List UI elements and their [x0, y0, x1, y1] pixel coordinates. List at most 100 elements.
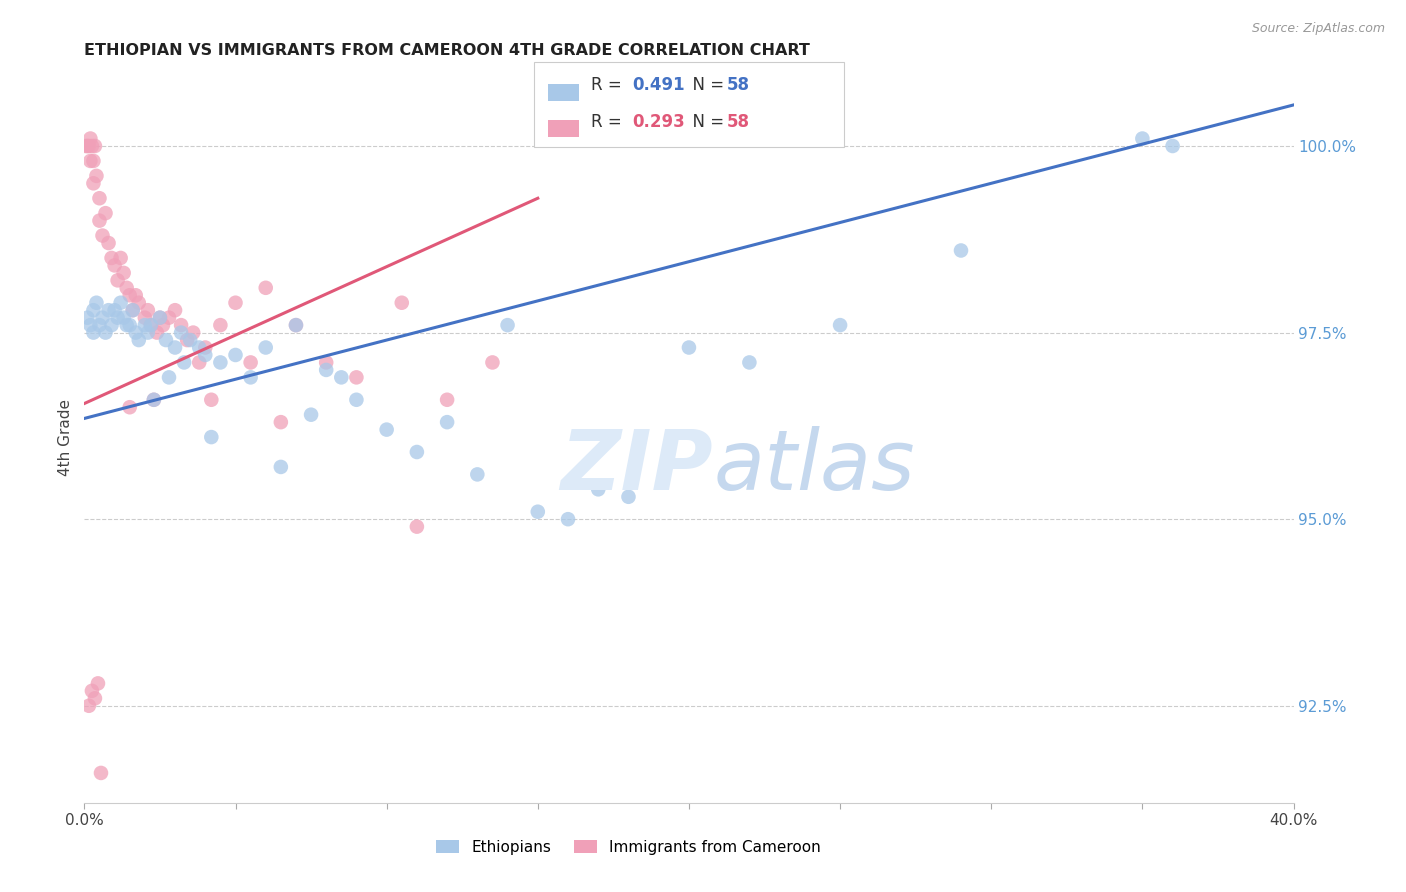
Point — [738, 355, 761, 369]
Point — [110, 295, 132, 310]
Text: 0.491: 0.491 — [633, 77, 685, 95]
Text: ZIP: ZIP — [561, 425, 713, 507]
Point — [149, 310, 172, 325]
Point — [94, 326, 117, 340]
Text: N =: N = — [682, 77, 730, 95]
Point — [179, 333, 201, 347]
Point — [1132, 131, 1154, 145]
Point — [299, 408, 322, 422]
Point — [107, 310, 129, 325]
Point — [121, 303, 143, 318]
Point — [104, 259, 127, 273]
Point — [225, 348, 247, 362]
Point — [239, 355, 262, 369]
Point — [118, 318, 141, 332]
Point — [112, 310, 135, 325]
Point — [121, 303, 143, 318]
Point — [330, 370, 353, 384]
Text: 58: 58 — [727, 77, 749, 95]
Point — [406, 519, 429, 533]
Point — [125, 288, 148, 302]
Point — [112, 266, 135, 280]
Point — [110, 251, 132, 265]
Point — [157, 370, 180, 384]
Y-axis label: 4th Grade: 4th Grade — [58, 399, 73, 475]
Point — [188, 355, 211, 369]
Point — [830, 318, 852, 332]
Point — [165, 341, 187, 355]
Point — [77, 139, 100, 153]
Legend: Ethiopians, Immigrants from Cameroon: Ethiopians, Immigrants from Cameroon — [430, 834, 827, 861]
Point — [87, 676, 110, 690]
Point — [89, 191, 111, 205]
Point — [496, 318, 519, 332]
Point — [557, 512, 579, 526]
Point — [176, 333, 198, 347]
Point — [91, 310, 114, 325]
Point — [588, 483, 610, 497]
Point — [270, 459, 292, 474]
Point — [375, 423, 398, 437]
Point — [436, 392, 458, 407]
Point — [200, 392, 222, 407]
Point — [91, 228, 114, 243]
Point — [285, 318, 308, 332]
Point — [254, 281, 277, 295]
Point — [1161, 139, 1184, 153]
Point — [142, 392, 165, 407]
Point — [77, 698, 100, 713]
Text: N =: N = — [682, 112, 730, 131]
Point — [170, 326, 193, 340]
Point — [82, 153, 104, 168]
Point — [76, 139, 98, 153]
Point — [436, 415, 458, 429]
Point — [139, 318, 162, 332]
Point — [82, 326, 104, 340]
Point — [89, 213, 111, 227]
Point — [90, 766, 112, 780]
Text: R =: R = — [591, 77, 627, 95]
Point — [481, 355, 503, 369]
Point — [104, 303, 127, 318]
Point — [128, 295, 150, 310]
Point — [80, 139, 103, 153]
Point — [239, 370, 262, 384]
Point — [75, 139, 97, 153]
Point — [194, 348, 217, 362]
Text: R =: R = — [591, 112, 627, 131]
Point — [136, 326, 159, 340]
Point — [346, 392, 368, 407]
Point — [617, 490, 640, 504]
Point — [527, 505, 550, 519]
Point — [100, 318, 122, 332]
Point — [170, 318, 193, 332]
Point — [149, 310, 172, 325]
Point — [155, 333, 177, 347]
Point — [406, 445, 429, 459]
Point — [97, 303, 120, 318]
Point — [467, 467, 489, 482]
Text: 0.293: 0.293 — [633, 112, 686, 131]
Point — [80, 683, 103, 698]
Point — [270, 415, 292, 429]
Point — [84, 691, 107, 706]
Point — [678, 341, 700, 355]
Point — [152, 318, 174, 332]
Point — [200, 430, 222, 444]
Point — [391, 295, 413, 310]
Point — [209, 318, 232, 332]
Point — [181, 326, 204, 340]
Point — [118, 288, 141, 302]
Point — [79, 153, 101, 168]
Point — [76, 310, 98, 325]
Point — [285, 318, 308, 332]
Point — [86, 169, 108, 183]
Point — [173, 355, 195, 369]
Point — [346, 370, 368, 384]
Point — [84, 139, 107, 153]
Point — [115, 281, 138, 295]
Point — [128, 333, 150, 347]
Point — [94, 206, 117, 220]
Point — [950, 244, 973, 258]
Point — [146, 326, 169, 340]
